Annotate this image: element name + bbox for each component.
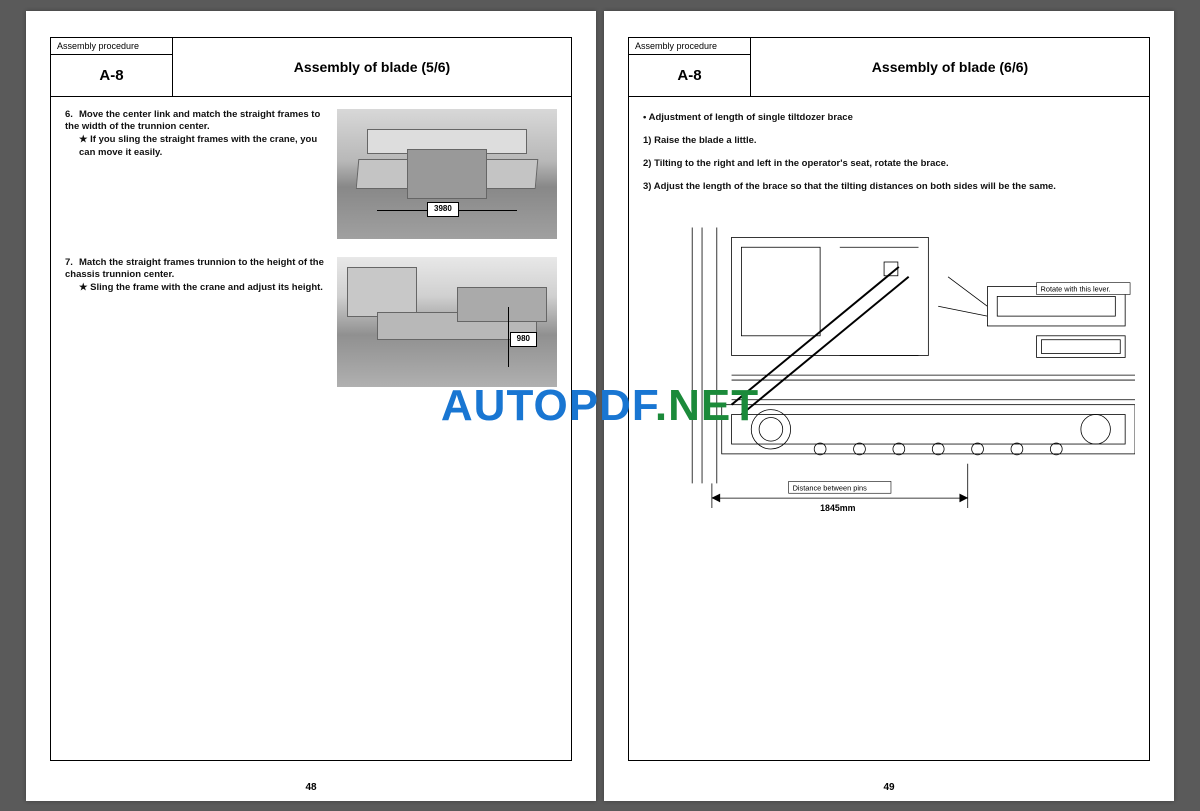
callout-distance: Distance between pins (793, 483, 868, 492)
step-sub: ★ Sling the frame with the crane and adj… (65, 282, 327, 295)
step-main: 7.Match the straight frames trunnion to … (65, 257, 327, 283)
page-frame: Assembly procedure A-8 Assembly of blade… (50, 37, 572, 761)
bullet-item: 2) Tilting to the right and left in the … (643, 155, 1135, 172)
step-number: 6. (65, 109, 79, 122)
header-left-cell: Assembly procedure A-8 (629, 38, 751, 96)
proc-code: A-8 (51, 55, 172, 96)
step-image: 980 (337, 257, 557, 387)
bullet-list: • Adjustment of length of single tiltdoz… (643, 109, 1135, 195)
dimension-label: 3980 (427, 202, 459, 217)
step-image: 3980 (337, 109, 557, 239)
proc-label: Assembly procedure (51, 38, 172, 55)
page-number: 48 (305, 782, 316, 793)
body-content: 6.Move the center link and match the str… (51, 97, 571, 417)
page-number: 49 (883, 782, 894, 793)
step-number: 7. (65, 257, 79, 270)
page-left: Assembly procedure A-8 Assembly of blade… (26, 11, 596, 801)
bullet-item: 1) Raise the blade a little. (643, 132, 1135, 149)
header-row: Assembly procedure A-8 Assembly of blade… (629, 38, 1149, 97)
photo-placeholder (337, 257, 557, 387)
dimension-label: 980 (510, 332, 537, 347)
diagram-dimension: 1845mm (820, 503, 856, 513)
step-main-text: Move the center link and match the strai… (65, 109, 320, 133)
proc-code: A-8 (629, 55, 750, 96)
proc-label: Assembly procedure (629, 38, 750, 55)
header-row: Assembly procedure A-8 Assembly of blade… (51, 38, 571, 97)
step-main: 6.Move the center link and match the str… (65, 109, 327, 135)
header-left-cell: Assembly procedure A-8 (51, 38, 173, 96)
step-text: 6.Move the center link and match the str… (65, 109, 327, 239)
page-title: Assembly of blade (5/6) (173, 38, 571, 96)
page-right: Assembly procedure A-8 Assembly of blade… (604, 11, 1174, 801)
page-title: Assembly of blade (6/6) (751, 38, 1149, 96)
bullet-item: 3) Adjust the length of the brace so tha… (643, 178, 1135, 195)
step-item: 7.Match the straight frames trunnion to … (65, 257, 557, 387)
diagram-svg: Rotate with this lever. Distance between… (643, 225, 1135, 545)
technical-diagram: Rotate with this lever. Distance between… (643, 225, 1135, 545)
bullet-item: • Adjustment of length of single tiltdoz… (643, 109, 1135, 126)
photo-placeholder (337, 109, 557, 239)
page-frame: Assembly procedure A-8 Assembly of blade… (628, 37, 1150, 761)
callout-rotate: Rotate with this lever. (1041, 284, 1111, 293)
step-main-text: Match the straight frames trunnion to th… (65, 257, 324, 281)
step-text: 7.Match the straight frames trunnion to … (65, 257, 327, 387)
step-sub: ★ If you sling the straight frames with … (65, 134, 327, 160)
body-content: • Adjustment of length of single tiltdoz… (629, 97, 1149, 557)
step-item: 6.Move the center link and match the str… (65, 109, 557, 239)
